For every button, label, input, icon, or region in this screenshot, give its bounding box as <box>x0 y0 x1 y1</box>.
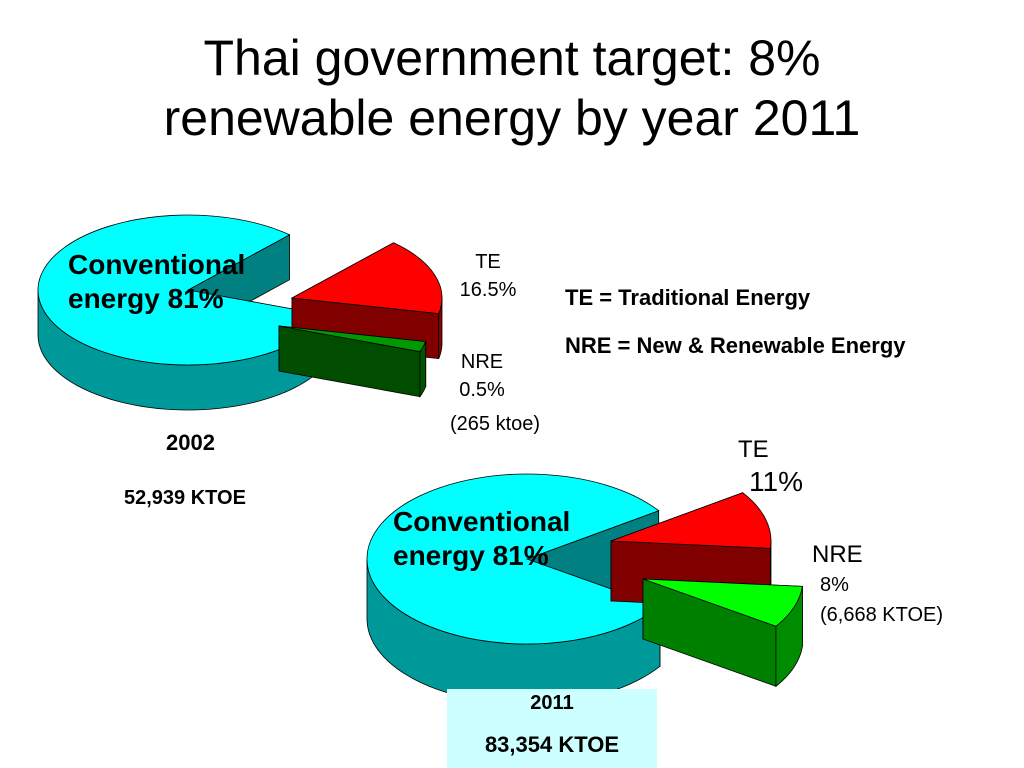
conventional-label-2011: Conventional energy 81% <box>393 506 571 571</box>
total-label-2002: 52,939 KTOE <box>124 487 246 509</box>
year-label-2002: 2002 <box>166 430 215 455</box>
year-label-2011: 2011 <box>530 692 574 714</box>
legend-te: TE = Traditional Energy <box>565 285 811 310</box>
te-percent-2011: 11% <box>749 466 803 497</box>
te-label-2002: TE 16.5% <box>459 251 517 301</box>
pie-2011 <box>366 473 803 705</box>
title-line-1: Thai government target: 8% <box>203 30 821 86</box>
nre-note-2011: (6,668 KTOE) <box>820 604 944 626</box>
slice-2002-conventional <box>37 214 330 411</box>
pie-2002 <box>37 214 443 411</box>
title-line-2: renewable energy by year 2011 <box>163 90 861 146</box>
legend-nre: NRE = New & Renewable Energy <box>565 333 906 358</box>
slice-2002-nre <box>278 325 427 398</box>
nre-label-2002: NRE 0.5% <box>459 351 505 401</box>
slide-title: Thai government target: 8% renewable ene… <box>0 28 1024 148</box>
conventional-label-2002: Conventional energy 81% <box>68 249 246 314</box>
total-label-2011: 83,354 KTOE <box>484 732 620 757</box>
slice-2011-nre <box>642 578 803 688</box>
nre-name-2011: NRE <box>812 541 863 568</box>
nre-note-2002: (265 ktoe) <box>450 413 541 435</box>
year-box-2011: 2011 83,354 KTOE <box>447 689 657 768</box>
te-name-2011: TE <box>738 436 769 463</box>
nre-percent-2011: 8% <box>820 574 849 596</box>
